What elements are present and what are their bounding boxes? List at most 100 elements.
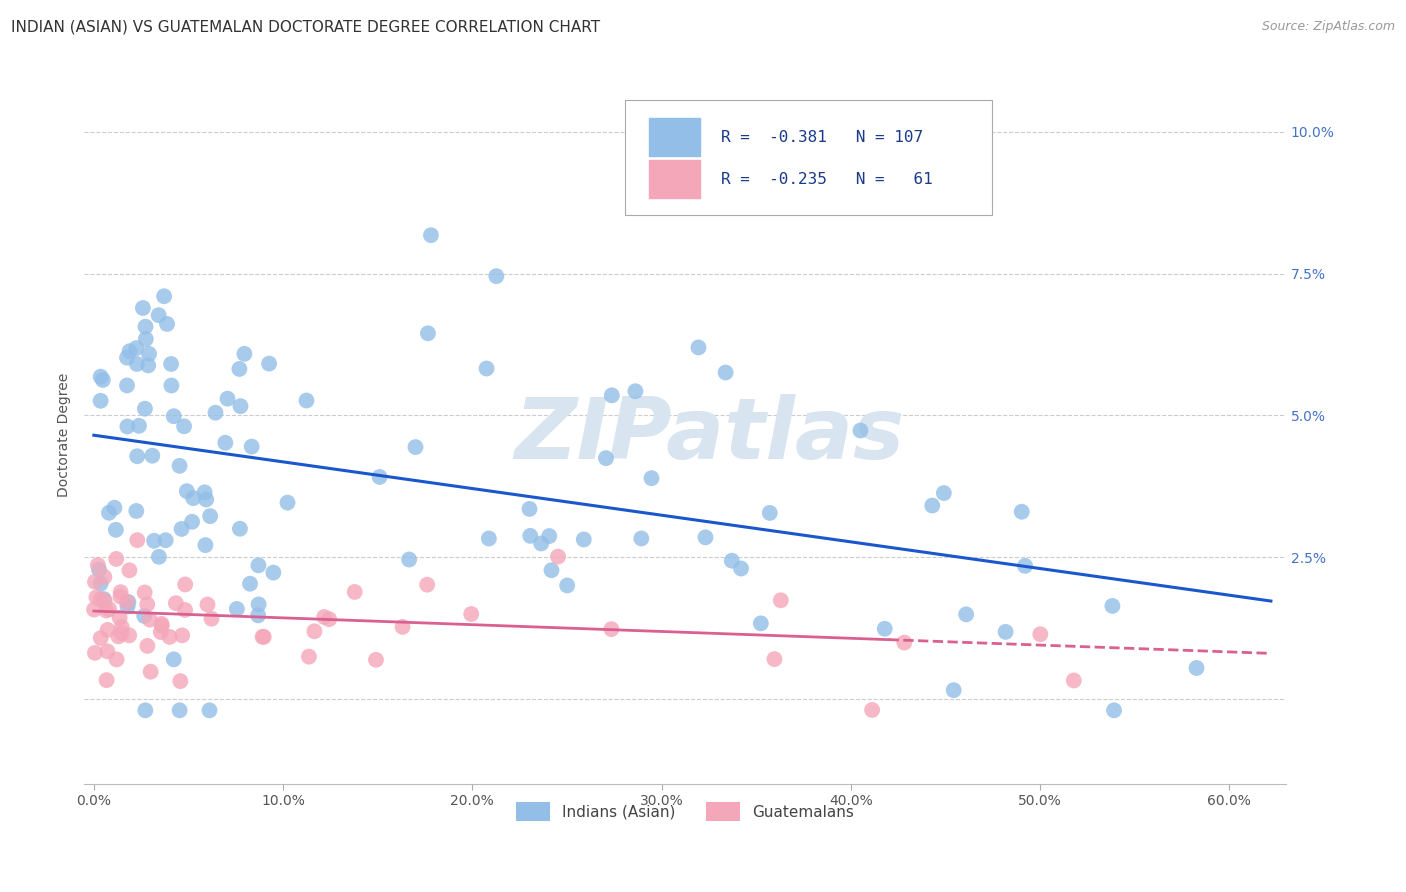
Point <box>229 399 252 413</box>
Point <box>160 357 183 371</box>
Point <box>103 500 125 515</box>
Point <box>96 644 118 658</box>
Point <box>595 451 617 466</box>
FancyBboxPatch shape <box>626 100 991 216</box>
Point <box>139 613 162 627</box>
Point <box>97 623 120 637</box>
Point <box>485 269 508 284</box>
Point <box>860 703 883 717</box>
Point <box>519 529 541 543</box>
Point <box>538 529 561 543</box>
Point <box>91 373 114 387</box>
Point <box>98 602 121 616</box>
Point <box>118 628 141 642</box>
Point <box>1102 703 1125 717</box>
Point <box>93 592 115 607</box>
Point <box>181 491 204 505</box>
Point <box>304 624 326 639</box>
Point <box>1185 661 1208 675</box>
Point <box>460 607 482 621</box>
Point <box>86 591 108 605</box>
Point <box>688 340 710 354</box>
Point <box>132 301 155 315</box>
Point <box>141 449 163 463</box>
Point <box>138 347 160 361</box>
Point <box>111 626 134 640</box>
Point <box>758 506 780 520</box>
Point <box>478 532 501 546</box>
Point <box>156 317 179 331</box>
Point <box>169 458 191 473</box>
Point <box>416 326 439 341</box>
Point <box>547 549 569 564</box>
Point <box>769 593 792 607</box>
Point <box>176 484 198 499</box>
Text: Source: ZipAtlas.com: Source: ZipAtlas.com <box>1261 20 1395 33</box>
Point <box>932 486 955 500</box>
Point <box>893 635 915 649</box>
Point <box>600 388 623 402</box>
Point <box>117 419 139 434</box>
Point <box>127 449 149 463</box>
Point <box>108 611 131 625</box>
Point <box>90 631 112 645</box>
Point <box>955 607 977 622</box>
Point <box>214 435 236 450</box>
Point <box>165 596 187 610</box>
Point <box>150 619 173 633</box>
Point <box>239 576 262 591</box>
Point <box>96 603 118 617</box>
Point <box>127 533 149 548</box>
Point <box>169 674 191 689</box>
Point <box>391 620 413 634</box>
Point <box>163 409 186 424</box>
Point <box>343 585 366 599</box>
Point <box>90 576 112 591</box>
Point <box>134 609 156 624</box>
Point <box>475 361 498 376</box>
Point <box>1011 505 1033 519</box>
Point <box>1014 558 1036 573</box>
Point <box>160 378 183 392</box>
Point <box>87 563 110 577</box>
Y-axis label: Doctorate Degree: Doctorate Degree <box>58 373 72 498</box>
Point <box>730 561 752 575</box>
Point <box>405 440 427 454</box>
Point <box>98 506 121 520</box>
Point <box>135 332 157 346</box>
Point <box>149 625 172 640</box>
Point <box>134 703 156 717</box>
Point <box>170 522 193 536</box>
Point <box>148 308 170 322</box>
Point <box>194 485 217 500</box>
Point <box>714 366 737 380</box>
Point <box>181 515 204 529</box>
Point <box>720 554 742 568</box>
Point <box>194 538 217 552</box>
Point <box>174 603 197 617</box>
Point <box>640 471 662 485</box>
Text: R =  -0.381   N = 107: R = -0.381 N = 107 <box>721 130 924 145</box>
Point <box>118 563 141 577</box>
Point <box>229 522 252 536</box>
Point <box>630 532 652 546</box>
Point <box>225 602 247 616</box>
Point <box>942 683 965 698</box>
Point <box>1029 627 1052 641</box>
Point <box>228 362 250 376</box>
Point <box>994 624 1017 639</box>
Point <box>200 612 222 626</box>
Point <box>125 504 148 518</box>
Text: INDIAN (ASIAN) VS GUATEMALAN DOCTORATE DEGREE CORRELATION CHART: INDIAN (ASIAN) VS GUATEMALAN DOCTORATE D… <box>11 20 600 35</box>
Point <box>125 341 148 355</box>
Point <box>540 563 562 577</box>
Point <box>105 652 128 666</box>
Point <box>257 357 280 371</box>
Point <box>204 406 226 420</box>
Point <box>262 566 284 580</box>
Point <box>276 495 298 509</box>
Point <box>93 570 115 584</box>
Bar <box>650 160 700 198</box>
Point <box>173 419 195 434</box>
Point <box>155 533 177 548</box>
